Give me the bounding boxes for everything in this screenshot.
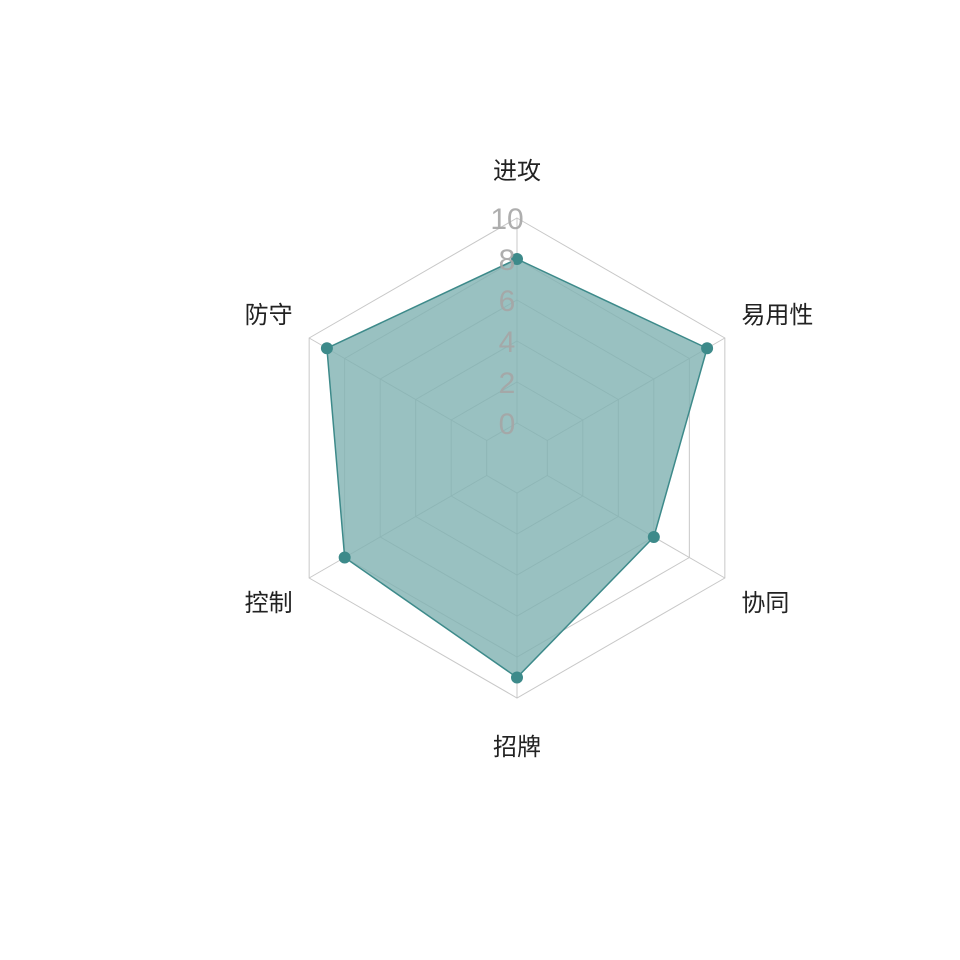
- tick-label-4: 4: [499, 326, 516, 359]
- tick-label-10: 10: [490, 203, 523, 236]
- tick-label-8: 8: [499, 244, 516, 277]
- data-point-协同: [647, 531, 660, 543]
- data-point-招牌: [511, 671, 523, 684]
- axis-label-3: 招牌: [493, 733, 541, 761]
- series-points-layer: [320, 253, 714, 684]
- tick-label-6: 6: [499, 285, 516, 318]
- axis-label-5: 防守: [245, 301, 293, 329]
- axis-label-4: 控制: [245, 589, 293, 617]
- data-point-防守: [320, 342, 333, 355]
- axis-label-2: 协同: [741, 589, 789, 617]
- axis-label-1: 易用性: [741, 301, 813, 329]
- data-point-易用性: [701, 342, 714, 355]
- axis-label-0: 进攻: [493, 157, 541, 185]
- radial-tick-labels: 0 2 4 6 8 10: [490, 203, 523, 441]
- tick-label-2: 2: [499, 367, 516, 400]
- series-area-0: [326, 258, 708, 679]
- tick-label-0: 0: [499, 408, 516, 441]
- data-point-进攻: [511, 253, 523, 265]
- data-point-控制: [338, 551, 351, 564]
- series-area-layer: [326, 258, 708, 679]
